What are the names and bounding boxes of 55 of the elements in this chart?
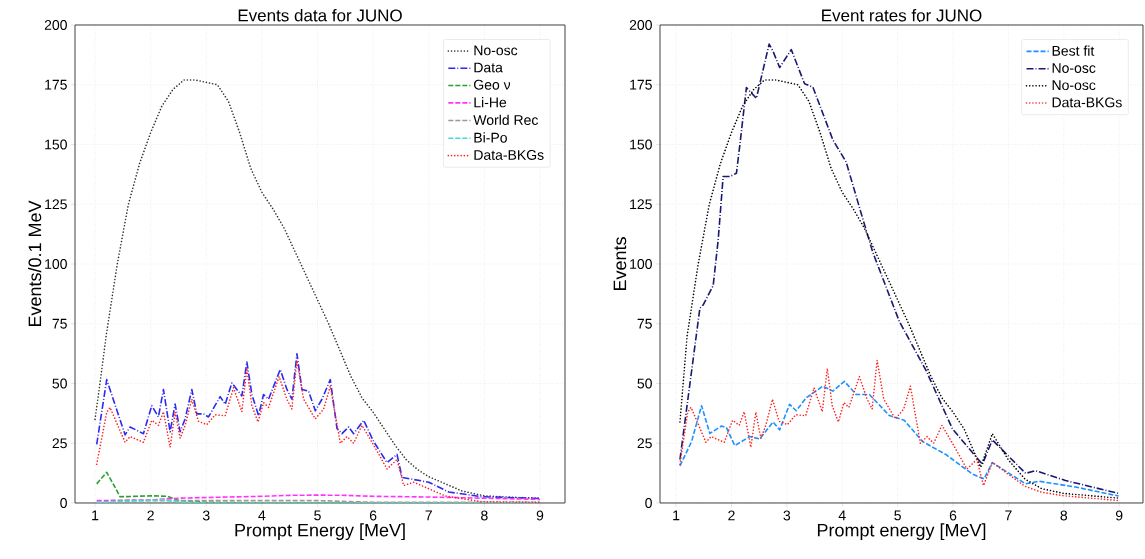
legend-label: No-osc [1052,80,1096,91]
y-tick-label: 175 [45,79,67,90]
x-tick-label: 3 [783,510,791,521]
x-tick-label: 8 [481,510,488,521]
x-tick-label: 2 [728,510,735,521]
y-tick-label: 50 [637,378,652,389]
y-tick-label: 150 [45,139,67,150]
x-tick-label: 5 [894,510,901,521]
legend-label: Bi-Po [474,132,507,143]
line-series [679,380,1120,497]
legend-label: Geo ν [474,79,511,90]
y-tick-label: 175 [630,79,652,90]
y-tick-label: 0 [645,498,652,508]
x-tick-label: 1 [92,510,99,521]
y-tick-label: 200 [629,20,652,30]
x-tick-label: 6 [369,510,377,521]
x-tick-label: 8 [1060,510,1068,521]
chart-title: Event rates for JUNO [822,9,982,22]
y-tick-label: 125 [630,199,652,210]
legend-label: Best fit [1052,45,1095,56]
x-tick-label: 2 [147,510,154,521]
y-tick-label: 200 [44,20,67,30]
y-tick-label: 100 [630,259,652,269]
y-tick-label: 0 [60,498,67,508]
line-series [679,359,1120,502]
x-tick-label: 4 [258,510,266,521]
y-tick-label: 75 [52,318,67,329]
legend-label: Data-BKGs [1052,97,1122,108]
legend-label: No-osc [474,45,518,56]
y-axis-title: Events [613,237,627,291]
x-axis-title: Prompt Energy [MeV] [235,523,405,541]
x-tick-label: 4 [838,510,846,521]
y-tick-label: 125 [45,199,67,210]
x-axis-title: Prompt energy [MeV] [817,523,986,541]
y-tick-label: 75 [637,318,652,329]
x-tick-label: 7 [1005,510,1012,521]
y-tick-label: 150 [630,139,652,150]
x-tick-label: 1 [673,510,680,521]
x-tick-label: 9 [536,510,544,521]
chart-title: Events data for JUNO [238,8,402,22]
legend-label: No-osc [1052,63,1096,73]
legend-label: Data-BKGs [474,149,544,160]
x-tick-label: 7 [425,510,432,521]
legend-label: World Rec [473,114,539,125]
y-tick-label: 25 [637,438,652,449]
x-tick-label: 3 [202,510,210,521]
x-tick-label: 6 [949,510,957,521]
y-tick-label: 50 [52,378,67,389]
y-axis-title: Events/0.1 MeV [28,200,42,327]
legend-label: Li-He [474,97,507,108]
y-tick-label: 100 [45,259,67,269]
legend-label: Data [474,62,503,73]
x-tick-label: 9 [1115,510,1123,521]
y-tick-label: 25 [52,438,67,449]
x-tick-label: 5 [314,510,321,521]
